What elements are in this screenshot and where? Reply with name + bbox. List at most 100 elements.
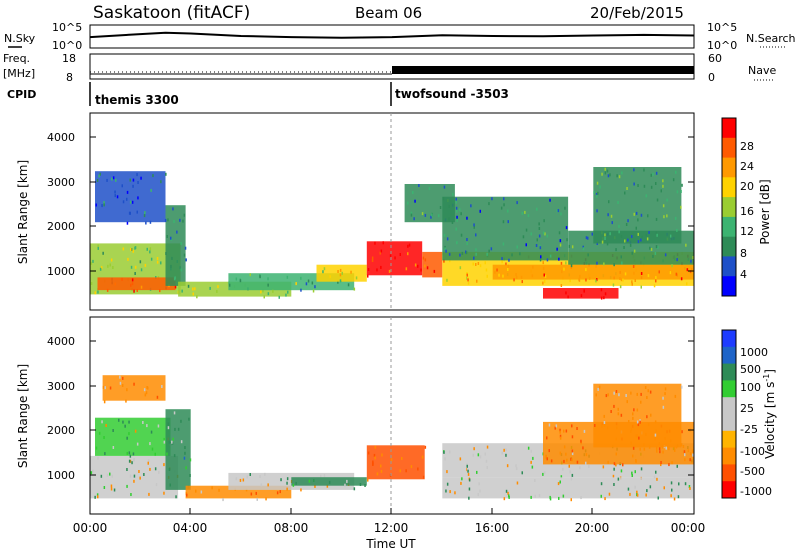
noise-left-tick-top: 10^5 bbox=[52, 21, 82, 34]
power-speck bbox=[502, 274, 504, 278]
power-speck bbox=[144, 211, 146, 215]
power-speck bbox=[424, 258, 427, 262]
power-speck bbox=[323, 267, 326, 271]
power-cbar-seg-6 bbox=[722, 236, 736, 257]
power-speck bbox=[455, 200, 458, 204]
velocity-speck bbox=[460, 481, 462, 485]
cpid-mode-1: twofsound -3503 bbox=[395, 87, 509, 101]
power-speck bbox=[652, 254, 654, 258]
power-speck bbox=[565, 226, 568, 230]
power-speck bbox=[164, 218, 167, 222]
power-speck bbox=[595, 264, 597, 268]
velocity-speck bbox=[570, 498, 572, 502]
velocity-speck bbox=[615, 452, 617, 456]
velocity-speck bbox=[479, 489, 481, 493]
power-speck bbox=[635, 211, 638, 215]
velocity-speck bbox=[604, 497, 606, 501]
velocity-speck bbox=[445, 489, 447, 493]
power-speck bbox=[608, 200, 610, 204]
velocity-speck bbox=[582, 446, 584, 450]
power-speck bbox=[192, 292, 194, 296]
velocity-speck bbox=[559, 436, 562, 440]
velocity-speck bbox=[167, 422, 170, 426]
velocity-speck bbox=[654, 437, 656, 441]
beam-title: Beam 06 bbox=[355, 4, 422, 22]
velocity-speck bbox=[684, 482, 687, 486]
power-speck bbox=[103, 201, 105, 204]
freq-series-group bbox=[90, 66, 694, 75]
power-speck bbox=[524, 210, 526, 214]
power-speck bbox=[285, 293, 287, 297]
velocity-speck bbox=[399, 469, 401, 473]
velocity-speck bbox=[143, 473, 145, 476]
velocity-speck bbox=[486, 466, 488, 470]
velocity-speck bbox=[417, 467, 419, 471]
velocity-speck bbox=[103, 486, 106, 489]
power-ytick-4000: 4000 bbox=[47, 131, 75, 144]
velocity-speck bbox=[131, 461, 133, 465]
velocity-speck bbox=[618, 393, 620, 397]
velocity-cbar-seg-9 bbox=[722, 481, 736, 499]
velocity-speck bbox=[610, 410, 612, 413]
velocity-cbar-tick-m500: -500 bbox=[740, 465, 765, 478]
velocity-speck bbox=[508, 495, 510, 499]
velocity-speck bbox=[124, 424, 126, 428]
power-cbar-label: Power [dB] bbox=[758, 179, 772, 244]
power-speck bbox=[501, 260, 503, 264]
power-speck bbox=[111, 177, 113, 181]
velocity-speck bbox=[255, 491, 257, 495]
power-speck bbox=[426, 266, 429, 270]
power-cbar-tick-20: 20 bbox=[740, 180, 754, 193]
power-speck bbox=[690, 259, 692, 263]
power-speck bbox=[566, 238, 568, 242]
power-speck bbox=[655, 245, 658, 249]
velocity-speck bbox=[410, 465, 413, 469]
velocity-speck bbox=[485, 459, 488, 463]
power-speck bbox=[486, 252, 488, 256]
power-speck bbox=[196, 295, 198, 299]
power-speck bbox=[476, 279, 478, 283]
freq-left-tick-bottom: 8 bbox=[66, 71, 73, 84]
power-speck bbox=[676, 228, 678, 232]
velocity-speck bbox=[580, 441, 582, 445]
power-speck bbox=[538, 227, 541, 230]
velocity-speck bbox=[246, 475, 248, 479]
cpid-mode-0: themis 3300 bbox=[95, 93, 179, 107]
power-speck bbox=[501, 257, 503, 261]
velocity-speck bbox=[663, 486, 665, 490]
velocity-region-8 bbox=[442, 477, 694, 499]
power-speck bbox=[609, 173, 611, 177]
velocity-speck bbox=[600, 482, 603, 486]
velocity-speck bbox=[568, 464, 570, 468]
power-speck bbox=[130, 248, 132, 251]
power-speck bbox=[131, 200, 134, 204]
power-speck bbox=[114, 194, 116, 198]
velocity-speck bbox=[636, 420, 639, 424]
power-speck bbox=[484, 261, 486, 265]
power-speck bbox=[646, 237, 649, 241]
power-panel-frame bbox=[89, 112, 695, 311]
power-speck bbox=[607, 174, 610, 178]
velocity-speck bbox=[636, 493, 638, 497]
power-speck bbox=[535, 244, 538, 247]
velocity-speck bbox=[637, 423, 640, 427]
velocity-speck bbox=[571, 473, 574, 477]
velocity-speck bbox=[467, 472, 470, 476]
power-speck bbox=[479, 209, 481, 213]
power-region-13 bbox=[404, 184, 455, 223]
velocity-speck bbox=[659, 450, 661, 454]
velocity-speck bbox=[615, 463, 617, 467]
power-speck bbox=[455, 206, 458, 210]
power-speck bbox=[623, 246, 625, 249]
power-speck bbox=[513, 278, 515, 282]
velocity-speck bbox=[259, 475, 261, 478]
power-speck bbox=[448, 204, 450, 208]
velocity-speck bbox=[276, 491, 279, 495]
power-speck bbox=[660, 189, 662, 193]
power-speck bbox=[184, 246, 187, 250]
power-speck bbox=[399, 253, 401, 256]
velocity-speck bbox=[632, 416, 634, 420]
velocity-speck bbox=[631, 474, 633, 477]
power-speck bbox=[134, 272, 136, 275]
power-speck bbox=[662, 179, 664, 183]
